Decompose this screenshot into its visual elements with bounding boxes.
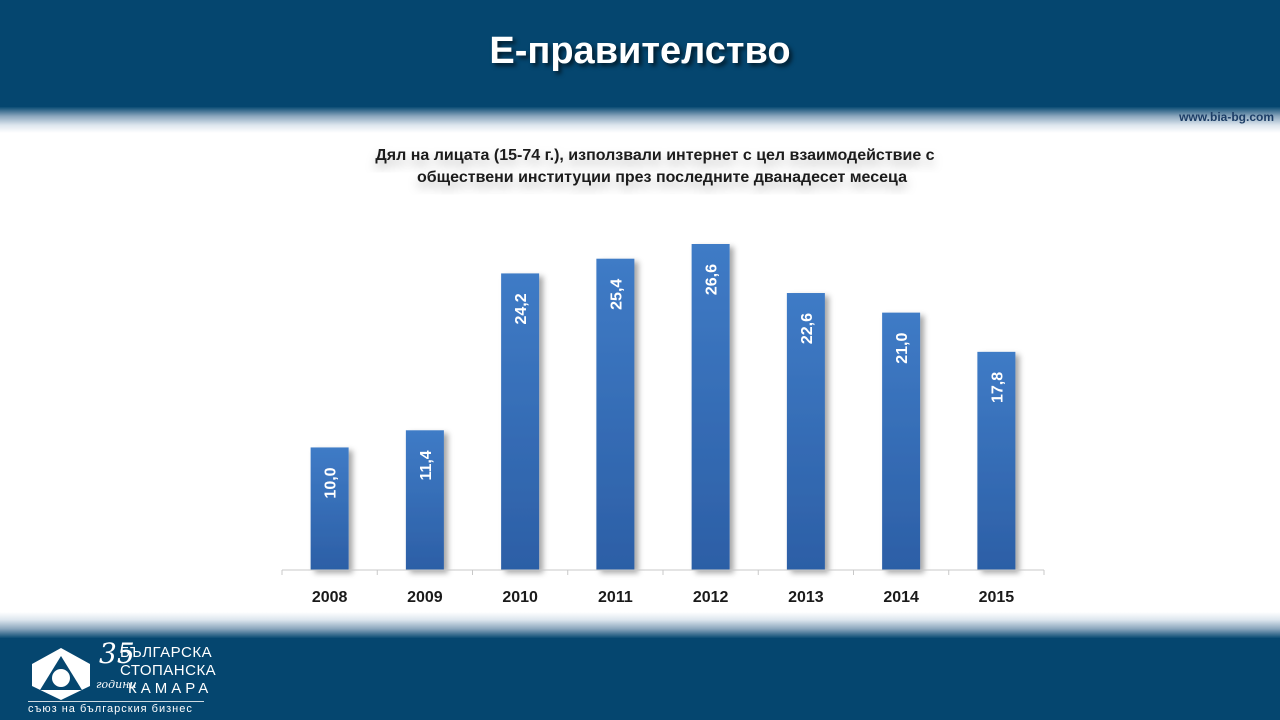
bar-value-label: 26,6 (704, 264, 721, 295)
footer-fade (0, 612, 1280, 638)
x-tick-label: 2012 (693, 589, 729, 606)
logo-years: години (96, 678, 137, 691)
x-tick-label: 2010 (502, 589, 538, 606)
x-tick-label: 2008 (312, 589, 348, 606)
bar-2011 (596, 258, 635, 570)
logo-text-line-1: БЪЛГАРСКА (120, 644, 213, 661)
bar-2014 (882, 312, 921, 570)
bar-2015 (977, 351, 1016, 570)
bar-2012 (691, 244, 730, 570)
chart-title-line-2: обществени институции през последните дв… (417, 169, 907, 186)
bar-value-label: 24,2 (513, 293, 530, 324)
logo-divider (28, 701, 204, 702)
slide-title: Е-правителство (489, 30, 791, 72)
x-tick-label: 2014 (883, 589, 919, 606)
bar-value-label: 11,4 (418, 450, 435, 480)
bar-2008 (310, 447, 349, 570)
x-tick-label: 2011 (598, 589, 633, 606)
x-tick-label: 2013 (788, 589, 824, 606)
bar-value-label: 22,6 (799, 313, 816, 344)
x-tick-label: 2009 (407, 589, 443, 606)
bar-value-label: 17,8 (989, 372, 1006, 403)
header-band (0, 0, 1280, 107)
logo-tagline: съюз на българския бизнес (28, 703, 193, 715)
header-fade (0, 107, 1280, 133)
bar-2013 (786, 293, 825, 570)
logo-number: 35 (99, 637, 135, 670)
bar-2009 (405, 430, 444, 570)
x-axis: 2008 2009 2010 2011 2012 2013 2014 2015 (281, 569, 1045, 606)
bars-layer: 10,0 11,4 24,2 25,4 26,6 22,6 21,0 17,8 (310, 244, 1016, 570)
logo-hexagon-icon (32, 648, 90, 700)
bar-value-label: 10,0 (323, 467, 340, 498)
bar-value-label: 25,4 (608, 279, 625, 310)
chart-title-line-1: Дял на лицата (15-74 г.), използвали инт… (375, 147, 934, 164)
x-tick-label: 2015 (979, 589, 1015, 606)
footer-band (0, 638, 1280, 720)
bar-2010 (501, 273, 540, 570)
website-label: www.bia-bg.com (1179, 110, 1274, 124)
logo-text-line-3: КАМАРА (128, 680, 213, 697)
bcci-logo: 35 години БЪЛГАРСКА СТОПАНСКА КАМАРА съю… (24, 637, 217, 720)
bar-value-label: 21,0 (894, 333, 911, 364)
logo-text-line-2: СТОПАНСКА (120, 662, 217, 679)
